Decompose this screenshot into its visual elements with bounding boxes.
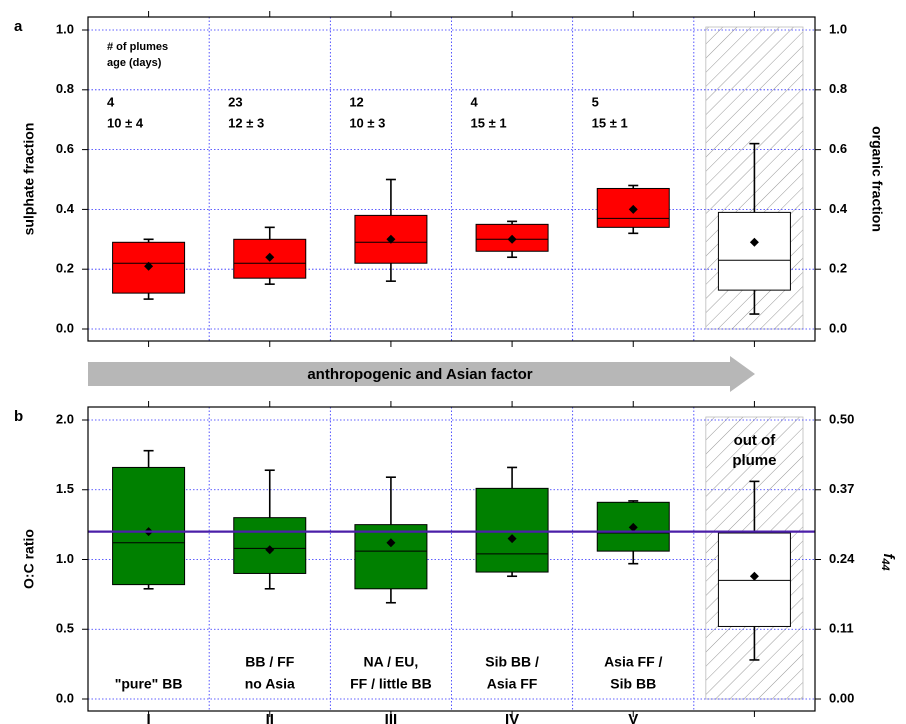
y2-tick-label: 1.0: [829, 21, 847, 36]
y2-tick-label: 0.2: [829, 261, 847, 276]
plume-count-label: 4: [107, 94, 115, 109]
mean-marker: [265, 252, 275, 262]
plume-count-label: 23: [228, 94, 242, 109]
y2-tick-label: 0.6: [829, 141, 847, 156]
x-tick-label: II: [266, 711, 274, 724]
box: [475, 487, 549, 573]
category-description: Sib BB /: [485, 654, 539, 670]
category-description: no Asia: [245, 676, 295, 692]
mean-marker: [265, 545, 275, 555]
plume-count-label: 4: [471, 94, 479, 109]
mean-marker: [507, 534, 517, 544]
age-header: age (days): [107, 57, 162, 69]
box: [717, 211, 791, 291]
y-tick-label: 0.2: [56, 261, 74, 276]
x-tick-label: I: [146, 711, 150, 724]
y-tick-label: 0.0: [56, 320, 74, 335]
y2-tick-label: 0.4: [829, 201, 848, 216]
box: [112, 466, 186, 586]
factor-arrow-label: anthropogenic and Asian factor: [307, 366, 532, 383]
y-tick-label: 0.6: [56, 141, 74, 156]
category-description: Sib BB: [610, 676, 656, 692]
y-tick-label: 0.4: [56, 201, 75, 216]
age-label: 10 ± 4: [107, 115, 144, 130]
x-tick-label: V: [628, 711, 638, 724]
y2-tick-label: 0.37: [829, 481, 854, 496]
plume-count-label: 12: [349, 94, 363, 109]
factor-arrow: [88, 356, 755, 392]
y2-tick-label: 0.8: [829, 81, 847, 96]
y2-axis-label: organic fraction: [869, 126, 885, 232]
x-tick-label: III: [385, 711, 398, 724]
y2-tick-label: 0.50: [829, 411, 854, 426]
mean-marker: [749, 571, 759, 581]
category-description: plume: [732, 452, 776, 469]
y-tick-label: 1.5: [56, 481, 74, 496]
mean-marker: [386, 538, 396, 548]
age-label: 15 ± 1: [592, 115, 628, 130]
y2-axis-label: f44: [879, 553, 897, 570]
category-description: NA / EU,: [364, 654, 419, 670]
mean-marker: [628, 204, 638, 214]
y-tick-label: 1.0: [56, 21, 74, 36]
mean-marker: [628, 522, 638, 532]
panel-label: b: [14, 408, 23, 425]
category-description: FF / little BB: [350, 676, 432, 692]
y2-tick-label: 0.11: [829, 621, 854, 636]
y2-tick-label: 0.24: [829, 551, 855, 566]
panel-label: a: [14, 18, 23, 35]
box: [596, 501, 670, 552]
age-label: 10 ± 3: [349, 115, 385, 130]
y-tick-label: 0.8: [56, 81, 74, 96]
age-label: 15 ± 1: [471, 115, 507, 130]
y-axis-label: O:C ratio: [21, 529, 37, 589]
category-description: out of: [734, 432, 777, 449]
y-tick-label: 0.5: [56, 621, 74, 636]
y-axis-label: sulphate fraction: [21, 123, 37, 236]
y2-axis-label-subscript: 44: [879, 557, 891, 570]
y-tick-label: 1.0: [56, 551, 74, 566]
age-label: 12 ± 3: [228, 115, 264, 130]
y-tick-label: 0.0: [56, 690, 74, 705]
mean-marker: [749, 237, 759, 247]
y2-tick-label: 0.0: [829, 320, 847, 335]
plume-count-label: 5: [592, 94, 599, 109]
mean-marker: [507, 234, 517, 244]
mean-marker: [144, 261, 154, 271]
plot-frame: [87, 16, 816, 342]
category-description: Asia FF /: [604, 654, 662, 670]
mean-marker: [386, 234, 396, 244]
y2-tick-label: 0.00: [829, 690, 854, 705]
category-description: BB / FF: [245, 654, 294, 670]
x-tick-label: IV: [505, 711, 519, 724]
plume-count-header: # of plumes: [107, 41, 168, 53]
category-description: "pure" BB: [115, 676, 183, 692]
category-description: Asia FF: [487, 676, 538, 692]
box: [354, 524, 428, 590]
box: [112, 241, 186, 294]
y-tick-label: 2.0: [56, 411, 74, 426]
